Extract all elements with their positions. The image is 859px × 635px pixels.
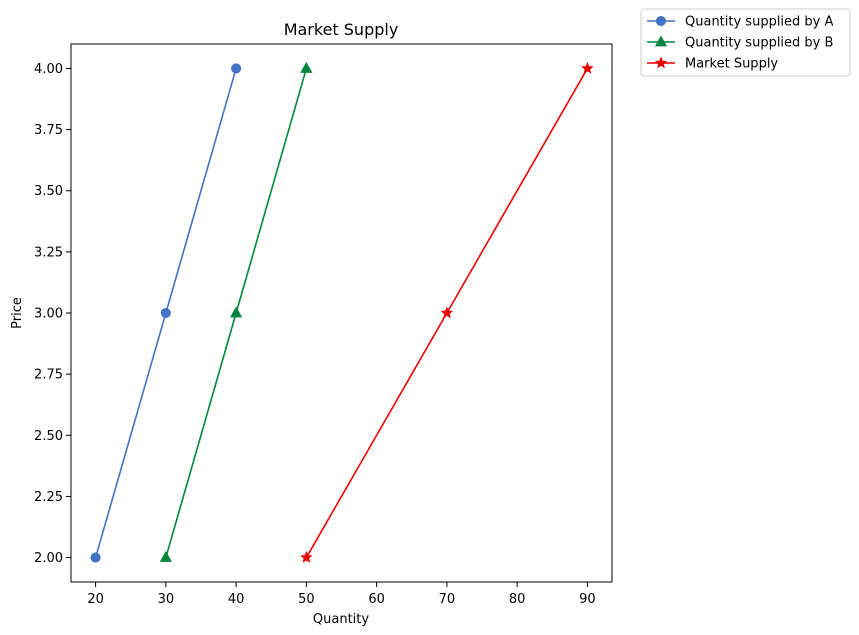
- legend-label: Quantity supplied by B: [685, 36, 833, 51]
- series-layer: [90, 61, 594, 563]
- y-axis-label: Price: [10, 297, 25, 329]
- legend-label: Quantity supplied by A: [685, 15, 834, 30]
- data-point-marker: [654, 35, 668, 47]
- y-tick-label: 3.50: [34, 184, 63, 199]
- legend-item: Quantity supplied by A: [647, 15, 834, 30]
- x-tick-label: 30: [158, 592, 175, 607]
- x-tick-label: 80: [509, 592, 526, 607]
- legend-item: Market Supply: [647, 57, 778, 72]
- data-point-marker: [300, 551, 313, 563]
- legend: Quantity supplied by A Quantity supplied …: [640, 8, 851, 77]
- series-2: [159, 61, 313, 562]
- legend-item: Quantity supplied by B: [647, 35, 833, 51]
- legend-box: [640, 8, 851, 77]
- data-point-marker: [440, 306, 454, 319]
- y-tick-label: 2.25: [34, 490, 63, 505]
- y-axis-ticks: 2.00 2.25 2.50 2.75 3.00 3.25 3.50 3.75 4.00: [34, 62, 71, 566]
- x-axis-label: Quantity: [313, 612, 369, 627]
- x-tick-label: 20: [87, 592, 104, 607]
- data-point-marker: [300, 61, 313, 73]
- x-tick-label: 90: [579, 592, 596, 607]
- data-point-marker: [159, 550, 172, 562]
- data-point-marker: [581, 61, 594, 74]
- y-tick-label: 4.00: [34, 62, 63, 77]
- x-tick-label: 40: [228, 592, 245, 607]
- data-point-marker: [655, 15, 667, 27]
- x-tick-label: 70: [439, 592, 456, 607]
- data-point-marker: [231, 63, 242, 74]
- data-point-marker: [654, 56, 668, 69]
- x-tick-label: 50: [298, 592, 315, 607]
- data-point-marker: [90, 552, 101, 563]
- data-point-marker: [160, 307, 171, 319]
- chart-title: Market Supply: [284, 20, 399, 39]
- y-tick-label: 2.00: [34, 551, 63, 566]
- y-tick-label: 3.75: [34, 123, 63, 138]
- legend-items: Quantity supplied by A Quantity supplied …: [647, 15, 834, 72]
- y-tick-label: 3.00: [34, 307, 63, 322]
- data-point-marker: [230, 306, 243, 318]
- plot-frame: [70, 43, 613, 583]
- y-tick-label: 2.50: [34, 429, 63, 444]
- series-1: [90, 63, 242, 563]
- y-tick-label: 2.75: [34, 368, 63, 383]
- x-tick-label: 60: [368, 592, 385, 607]
- legend-label: Market Supply: [685, 57, 778, 72]
- x-axis-ticks: 20 30 40 50 60 70 80 90: [87, 582, 596, 607]
- y-tick-label: 3.25: [34, 245, 63, 260]
- series-3: [300, 61, 594, 563]
